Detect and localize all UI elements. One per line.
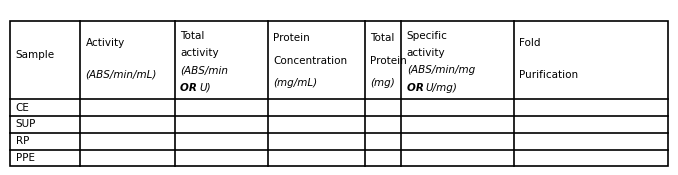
Bar bbox=[10, 21, 668, 166]
Text: CE: CE bbox=[16, 103, 29, 113]
Text: Protein: Protein bbox=[370, 56, 407, 66]
Text: (mg/mL): (mg/mL) bbox=[273, 78, 317, 88]
Text: (ABS/min/mg: (ABS/min/mg bbox=[407, 65, 475, 75]
Text: Total: Total bbox=[370, 33, 395, 43]
Text: (ABS/min: (ABS/min bbox=[180, 65, 228, 75]
Text: (ABS/min/mL): (ABS/min/mL) bbox=[85, 70, 157, 80]
Text: Concentration: Concentration bbox=[273, 56, 347, 66]
Text: PPE: PPE bbox=[16, 153, 35, 163]
Text: RP: RP bbox=[16, 136, 29, 146]
Text: Specific: Specific bbox=[407, 31, 447, 41]
Text: OR: OR bbox=[180, 83, 201, 93]
Text: Protein: Protein bbox=[273, 33, 310, 43]
Text: OR: OR bbox=[407, 83, 427, 93]
Text: SUP: SUP bbox=[16, 120, 36, 130]
Text: activity: activity bbox=[407, 48, 445, 58]
Text: (mg): (mg) bbox=[370, 78, 395, 88]
Text: Purification: Purification bbox=[519, 70, 578, 80]
Text: Sample: Sample bbox=[16, 50, 55, 60]
Text: U/mg): U/mg) bbox=[426, 83, 458, 93]
Text: U): U) bbox=[199, 83, 211, 93]
Text: Total: Total bbox=[180, 31, 205, 41]
Text: Fold: Fold bbox=[519, 38, 541, 48]
Text: Activity: Activity bbox=[85, 38, 125, 48]
Text: activity: activity bbox=[180, 48, 219, 58]
